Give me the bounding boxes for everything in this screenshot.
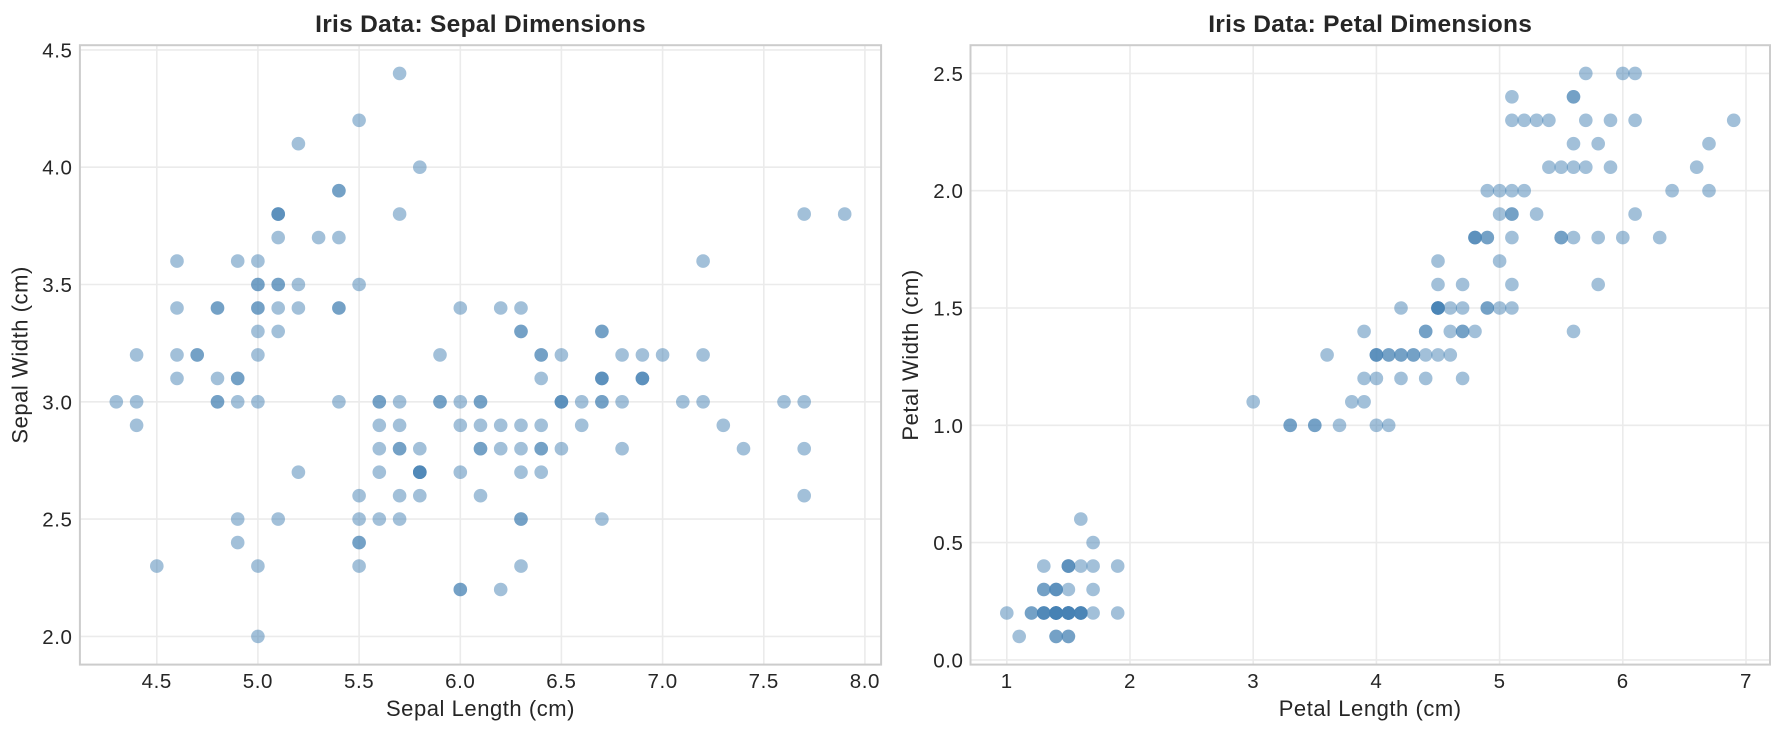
svg-text:2.5: 2.5 <box>42 509 72 532</box>
svg-text:4.5: 4.5 <box>142 670 172 693</box>
svg-text:Iris Data: Sepal Dimensions: Iris Data: Sepal Dimensions <box>315 11 646 38</box>
svg-text:1: 1 <box>1001 670 1013 693</box>
svg-text:6.0: 6.0 <box>445 670 475 693</box>
svg-text:7.5: 7.5 <box>749 670 779 693</box>
svg-text:Sepal Width (cm): Sepal Width (cm) <box>8 266 33 444</box>
svg-text:Petal Length (cm): Petal Length (cm) <box>1279 696 1462 721</box>
svg-text:4: 4 <box>1370 670 1382 693</box>
svg-text:1.0: 1.0 <box>933 415 963 438</box>
svg-text:6: 6 <box>1617 670 1629 693</box>
svg-text:1.5: 1.5 <box>933 298 963 321</box>
svg-text:2.0: 2.0 <box>42 626 72 649</box>
svg-text:7: 7 <box>1740 670 1752 693</box>
svg-text:3: 3 <box>1247 670 1259 693</box>
svg-text:5.0: 5.0 <box>243 670 273 693</box>
svg-text:Sepal Length (cm): Sepal Length (cm) <box>386 696 575 721</box>
svg-text:6.5: 6.5 <box>546 670 576 693</box>
svg-text:4.5: 4.5 <box>42 39 72 62</box>
svg-text:Petal Width (cm): Petal Width (cm) <box>898 269 923 440</box>
svg-text:Iris Data: Petal Dimensions: Iris Data: Petal Dimensions <box>1208 11 1532 38</box>
svg-text:3.0: 3.0 <box>42 391 72 414</box>
svg-text:2.0: 2.0 <box>933 180 963 203</box>
svg-text:2.5: 2.5 <box>933 63 963 86</box>
svg-text:7.0: 7.0 <box>647 670 677 693</box>
svg-text:0.0: 0.0 <box>933 649 963 672</box>
svg-text:8.0: 8.0 <box>850 670 880 693</box>
svg-text:0.5: 0.5 <box>933 532 963 555</box>
svg-text:5: 5 <box>1494 670 1506 693</box>
svg-text:2: 2 <box>1124 670 1136 693</box>
svg-text:5.5: 5.5 <box>344 670 374 693</box>
svg-text:4.0: 4.0 <box>42 157 72 180</box>
svg-text:3.5: 3.5 <box>42 274 72 297</box>
